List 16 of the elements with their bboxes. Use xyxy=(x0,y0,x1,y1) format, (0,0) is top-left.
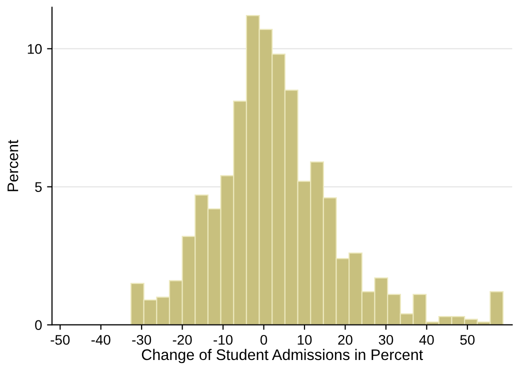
x-tick-label: -30 xyxy=(132,334,152,345)
y-axis-title: Percent xyxy=(8,140,18,192)
x-tick-label: 30 xyxy=(378,334,394,345)
x-tick-label: -10 xyxy=(214,334,233,345)
y-tick-label: 0 xyxy=(35,320,42,330)
x-tick-label: -20 xyxy=(172,334,192,345)
x-axis-title: Change of Student Admissions in Percent xyxy=(142,348,423,364)
x-tick-label: 20 xyxy=(338,334,352,345)
y-tick-label: 5 xyxy=(35,182,42,192)
x-tick-label: 0 xyxy=(260,334,268,345)
x-tick-label: 10 xyxy=(298,334,312,345)
y-tick-label: 10 xyxy=(28,44,42,54)
x-tick-label: 40 xyxy=(419,334,434,345)
x-tick-label: -40 xyxy=(91,334,110,345)
x-tick-label: 50 xyxy=(460,334,475,345)
x-tick-label: -50 xyxy=(50,334,70,345)
